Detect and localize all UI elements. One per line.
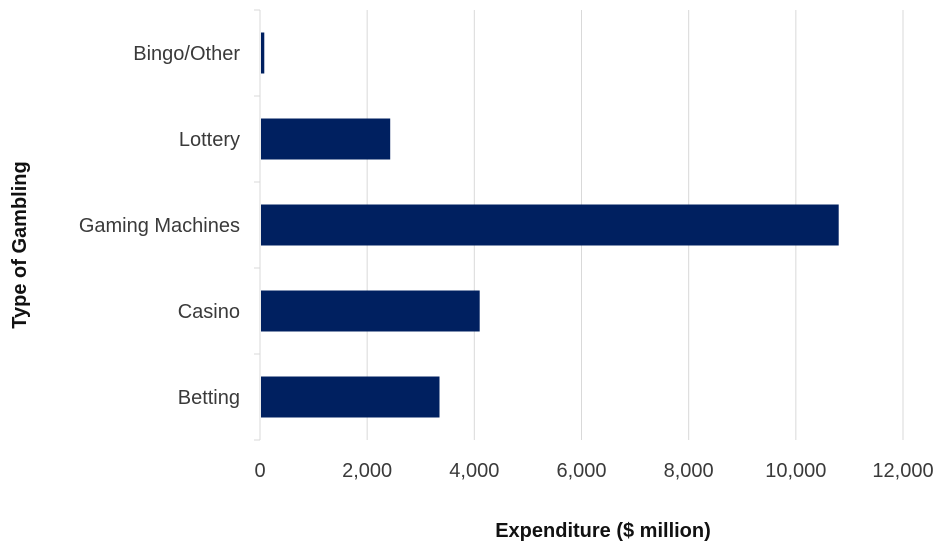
bar-gaming-machines [261, 204, 839, 246]
bars [261, 32, 839, 418]
y-axis-title: Type of Gambling [9, 161, 31, 328]
y-tick-label: Casino [178, 301, 240, 323]
x-tick-label: 6,000 [556, 460, 606, 482]
y-tick-label: Betting [178, 387, 240, 409]
x-axis-title: Expenditure ($ million) [495, 520, 711, 542]
bar-betting [261, 376, 440, 418]
x-tick-label: 10,000 [765, 460, 826, 482]
y-tick-labels: Betting Casino Gaming Machines Lottery Bingo… [79, 43, 241, 409]
x-tick-label: 0 [254, 460, 265, 482]
y-tick-label: Bingo/Other [133, 43, 240, 65]
x-tick-label: 12,000 [872, 460, 933, 482]
bar-lottery [261, 118, 391, 160]
x-tick-label: 8,000 [664, 460, 714, 482]
x-tick-label: 4,000 [449, 460, 499, 482]
x-tick-label: 2,000 [342, 460, 392, 482]
x-tick-labels: 0 2,000 4,000 6,000 8,000 10,000 12,000 [254, 460, 933, 482]
y-tick-label: Gaming Machines [79, 215, 240, 237]
bar-casino [261, 290, 480, 332]
bar-bingo-other [261, 32, 265, 74]
y-tick-label: Lottery [179, 129, 240, 151]
